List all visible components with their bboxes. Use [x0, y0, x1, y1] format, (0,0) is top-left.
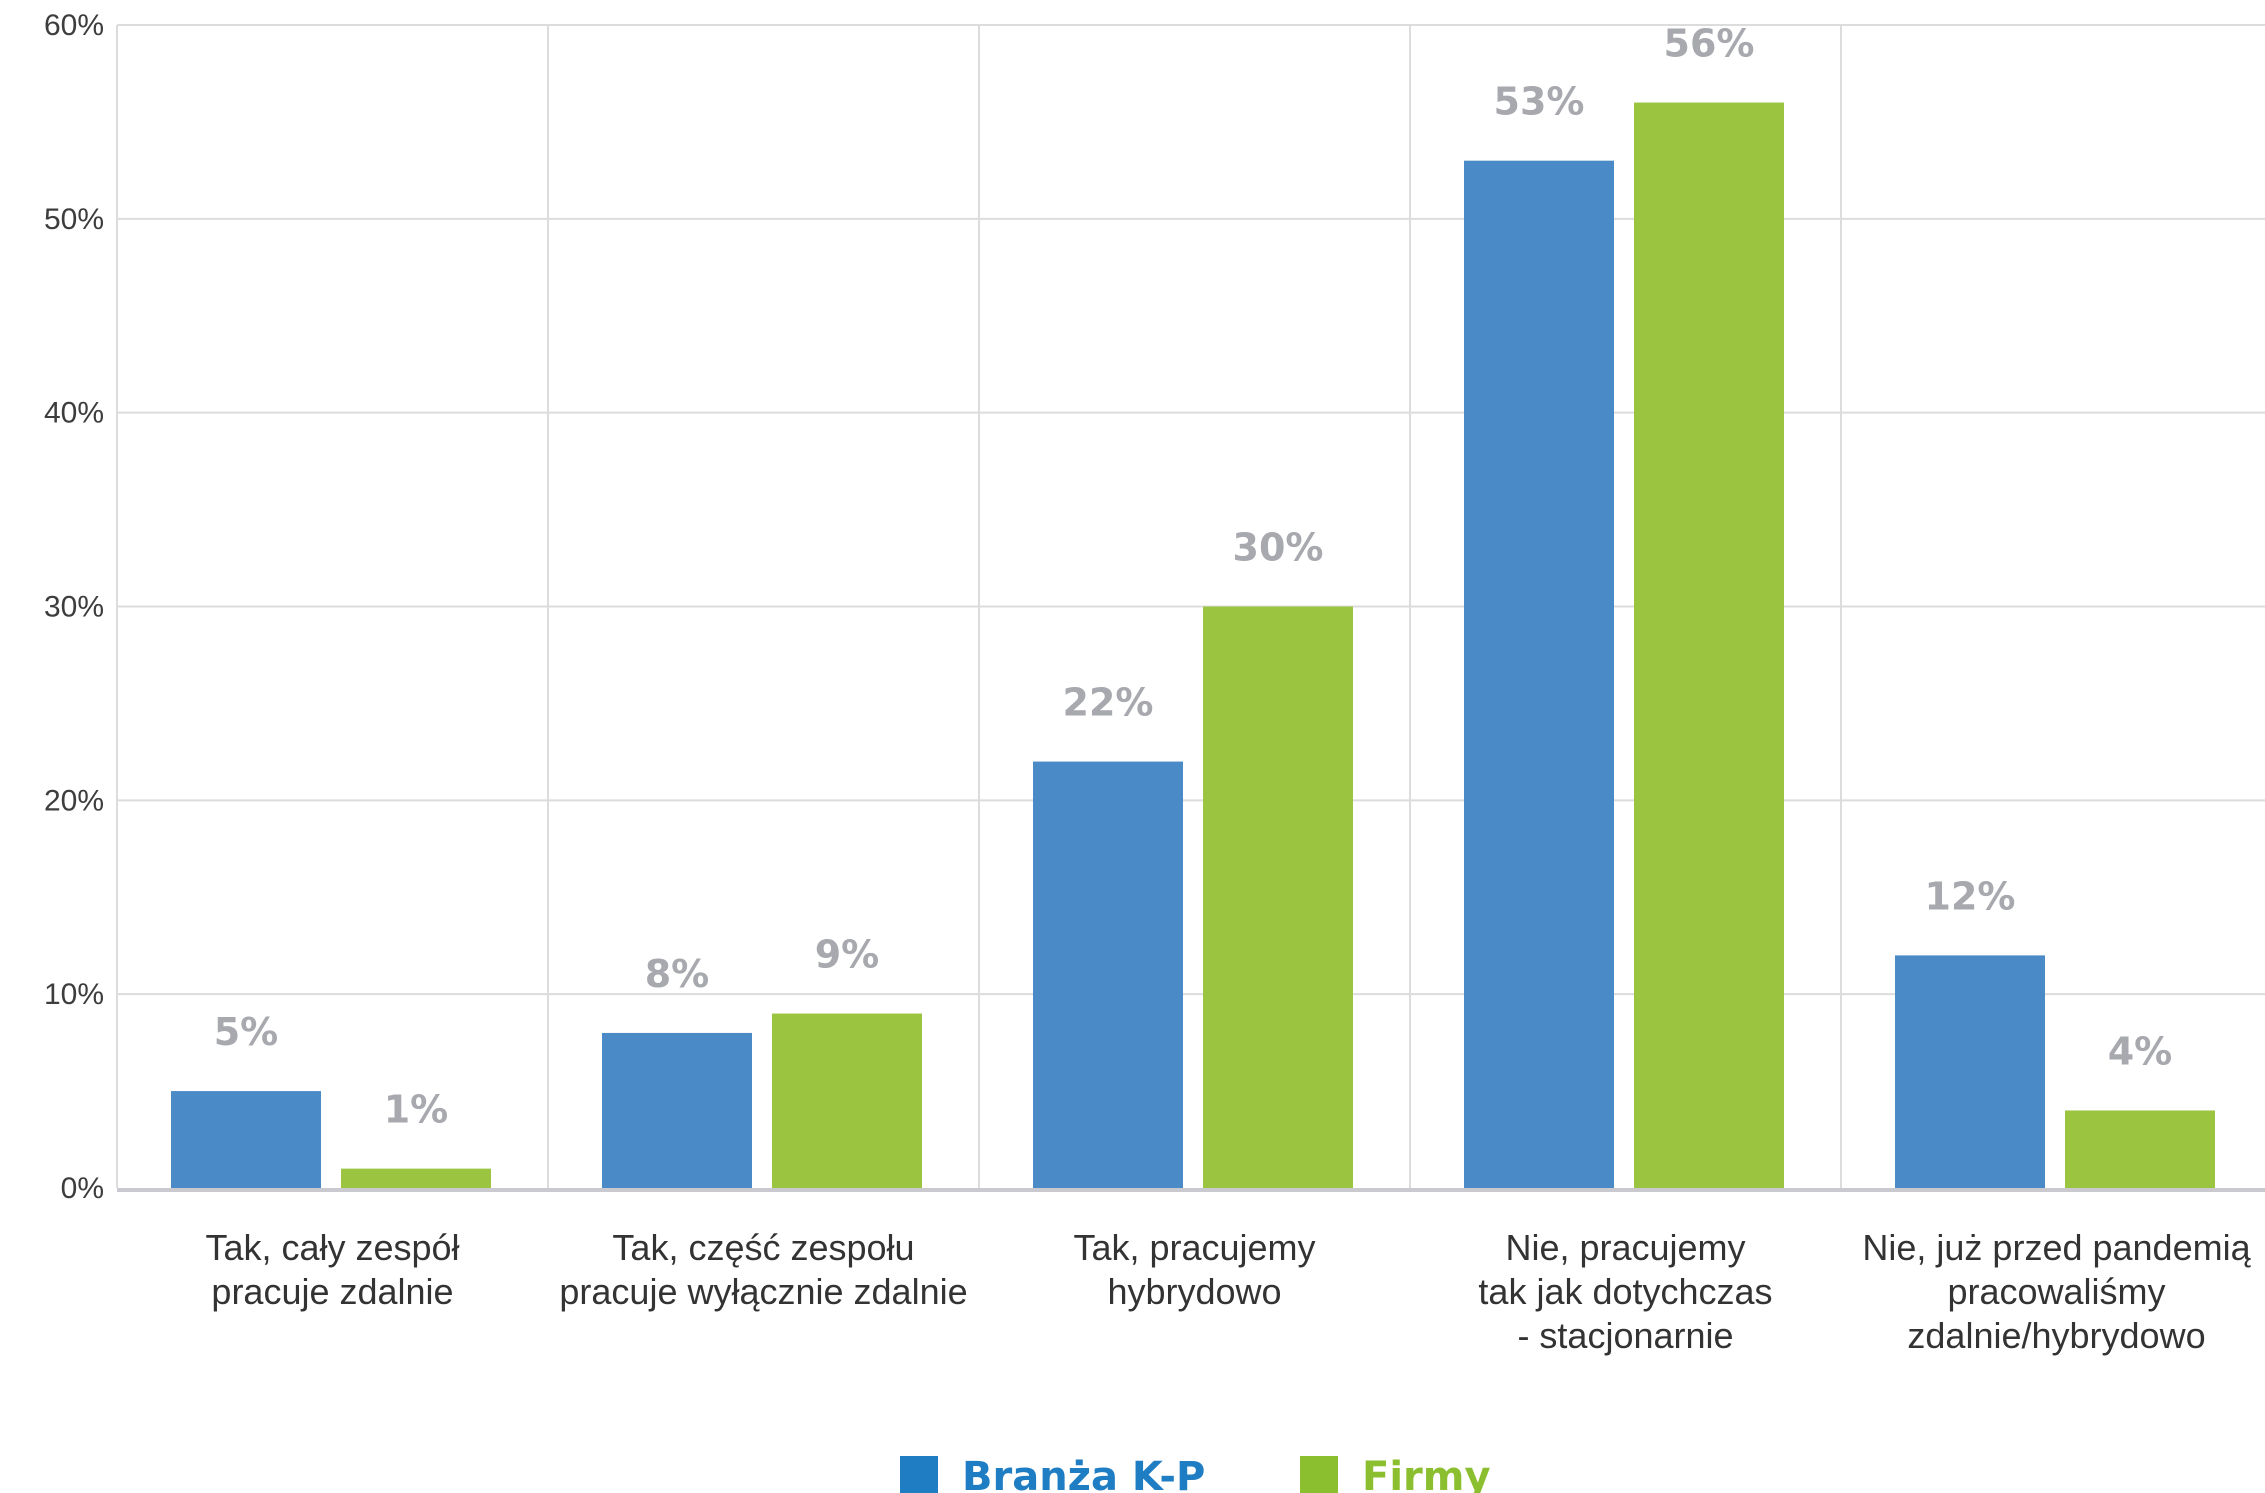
data-label: 22% [1063, 681, 1154, 725]
y-tick-label: 0% [61, 1172, 104, 1205]
bar [1033, 761, 1183, 1188]
data-label: 56% [1664, 22, 1755, 66]
y-tick-label: 60% [44, 9, 104, 42]
bar [602, 1032, 752, 1188]
bar [341, 1168, 491, 1188]
category-label: Tak, część zespołu pracuje wyłącznie zdal… [559, 1227, 967, 1312]
bar [1203, 606, 1353, 1188]
category-label: Nie, już przed pandemią pracowaliśmy zdaln… [1862, 1227, 2251, 1356]
category-label: Nie, pracujemy tak jak dotychczas - stacjo… [1478, 1227, 1772, 1356]
y-tick-label: 20% [44, 784, 104, 817]
data-label: 30% [1233, 526, 1324, 570]
labels: 0% 10% 20% 30% 40% 50% 60% 5% 8% 22% 53% 12% 1% 9% 30%… [44, 9, 2252, 1356]
data-label: 9% [815, 933, 880, 977]
bar [1895, 955, 2045, 1188]
bar [1634, 102, 1784, 1189]
legend-swatch [1300, 1456, 1338, 1493]
legend-label: Firmy [1362, 1454, 1491, 1493]
y-tick-label: 30% [44, 591, 104, 624]
data-label: 8% [645, 952, 710, 996]
category-label: Tak, cały zespół pracuje zdalnie [205, 1227, 459, 1312]
data-label: 5% [214, 1010, 279, 1054]
bar [1464, 160, 1614, 1188]
legend-label: Branża K-P [962, 1454, 1205, 1493]
y-tick-label: 50% [44, 203, 104, 236]
grid [116, 24, 2265, 1192]
bar [2065, 1110, 2215, 1188]
legend-swatch [900, 1456, 938, 1493]
bars [171, 102, 2215, 1189]
bar [772, 1013, 922, 1188]
legend: Branża K-P Firmy [900, 1454, 1491, 1493]
category-label: Tak, pracujemy hybrydowo [1073, 1227, 1315, 1312]
data-label: 53% [1494, 80, 1585, 124]
y-tick-label: 40% [44, 397, 104, 430]
data-label: 12% [1925, 874, 2016, 918]
data-label: 1% [384, 1088, 449, 1132]
bar [171, 1091, 321, 1188]
y-tick-label: 10% [44, 978, 104, 1011]
data-label: 4% [2108, 1029, 2173, 1073]
